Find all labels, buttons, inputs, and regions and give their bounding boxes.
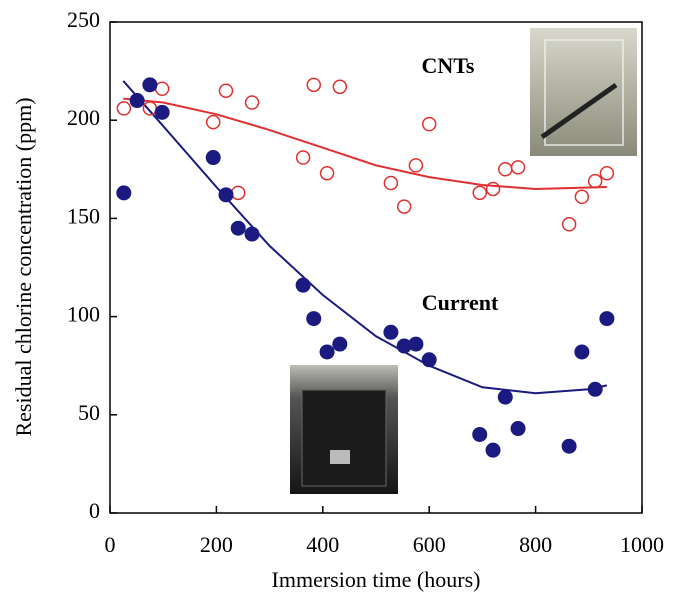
y-tick-label: 250 bbox=[67, 7, 100, 32]
point bbox=[295, 150, 311, 165]
point bbox=[561, 438, 577, 454]
point bbox=[306, 311, 322, 327]
point bbox=[218, 187, 234, 203]
point bbox=[396, 338, 412, 354]
point bbox=[510, 160, 526, 175]
point bbox=[587, 173, 603, 189]
photo-cnts bbox=[530, 28, 637, 156]
point bbox=[142, 101, 158, 116]
point bbox=[332, 336, 348, 352]
point bbox=[116, 185, 132, 201]
point bbox=[319, 344, 335, 360]
point bbox=[408, 336, 424, 352]
series-label: Current bbox=[422, 290, 499, 315]
x-tick-label: 0 bbox=[105, 532, 116, 557]
y-tick-label: 100 bbox=[67, 302, 100, 327]
point bbox=[587, 381, 603, 397]
x-axis-label: Immersion time (hours) bbox=[272, 567, 481, 592]
y-tick-label: 50 bbox=[78, 400, 100, 425]
point bbox=[154, 104, 170, 120]
point bbox=[498, 162, 513, 177]
point bbox=[205, 150, 221, 166]
point bbox=[510, 421, 526, 437]
point bbox=[295, 277, 311, 293]
point bbox=[472, 185, 487, 201]
point bbox=[599, 165, 615, 181]
point bbox=[599, 311, 615, 327]
y-tick-label: 150 bbox=[67, 203, 100, 228]
point bbox=[154, 81, 170, 97]
point bbox=[574, 189, 590, 205]
point bbox=[421, 116, 437, 132]
point bbox=[574, 344, 590, 360]
point bbox=[218, 83, 234, 98]
point bbox=[396, 199, 412, 214]
fit-line bbox=[122, 80, 608, 395]
point bbox=[408, 158, 424, 173]
plot-frame bbox=[109, 21, 643, 514]
point bbox=[244, 226, 260, 242]
y-tick-label: 200 bbox=[67, 105, 100, 130]
y-tick-label: 0 bbox=[89, 498, 100, 523]
point bbox=[244, 95, 260, 110]
fit-line bbox=[123, 97, 607, 190]
series-label: CNTs bbox=[422, 53, 475, 78]
x-tick-label: 400 bbox=[306, 532, 339, 557]
point bbox=[230, 185, 246, 201]
point bbox=[497, 389, 513, 405]
point bbox=[485, 181, 501, 197]
x-tick-label: 600 bbox=[413, 532, 446, 557]
point bbox=[129, 93, 145, 109]
point bbox=[142, 77, 158, 93]
x-tick-label: 1000 bbox=[620, 532, 664, 557]
point bbox=[205, 114, 221, 130]
point bbox=[116, 101, 132, 116]
point bbox=[230, 220, 246, 236]
point bbox=[472, 426, 488, 442]
point bbox=[319, 165, 335, 181]
point bbox=[332, 79, 348, 95]
y-axis-label: Residual chlorine concentration (ppm) bbox=[11, 97, 36, 436]
photo-current bbox=[290, 365, 398, 494]
point bbox=[485, 442, 501, 458]
point bbox=[421, 352, 437, 368]
point bbox=[383, 175, 399, 191]
point bbox=[383, 324, 399, 340]
x-tick-label: 200 bbox=[200, 532, 233, 557]
point bbox=[561, 217, 577, 232]
point bbox=[306, 77, 322, 93]
x-tick-label: 800 bbox=[519, 532, 552, 557]
